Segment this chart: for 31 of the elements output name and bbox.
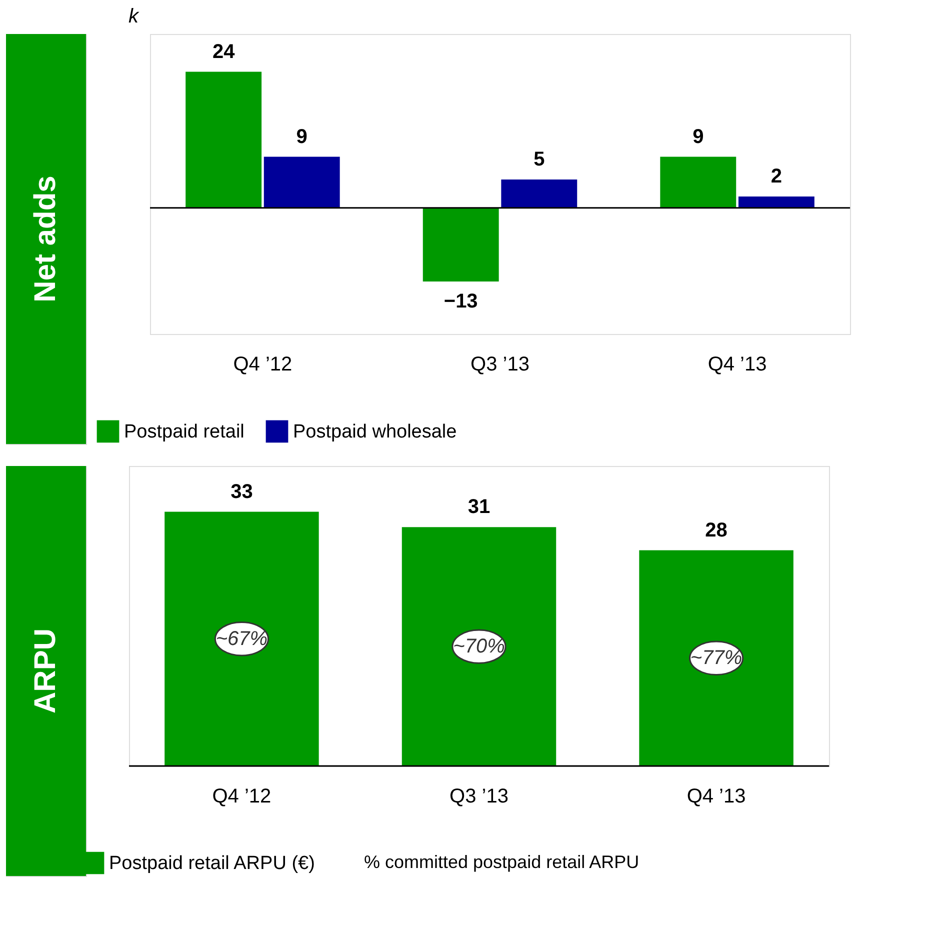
data-label: 24 xyxy=(212,40,236,63)
y-axis-title: k xyxy=(128,6,140,28)
data-label: 31 xyxy=(468,496,490,518)
data-label: 28 xyxy=(705,519,728,542)
data-label: 5 xyxy=(534,148,545,170)
data-label: −13 xyxy=(444,290,478,313)
annotation: ~70% xyxy=(453,636,505,658)
legend-label: Postpaid wholesale xyxy=(293,421,457,442)
bar xyxy=(264,156,340,208)
bar xyxy=(422,208,499,282)
x-tick-label: Q3 ’13 xyxy=(470,354,530,376)
x-tick-label: Q4 ’12 xyxy=(212,786,272,808)
x-tick-label: Q3 ’13 xyxy=(450,786,508,808)
text: ARPU xyxy=(29,628,62,714)
x-tick-label: Q4 ’13 xyxy=(686,786,746,808)
x-tick-label: Q4 ’12 xyxy=(233,354,292,376)
bar xyxy=(738,196,814,208)
bar xyxy=(186,72,262,208)
x-tick-label: Q4 ’13 xyxy=(708,354,767,376)
data-label: 2 xyxy=(770,166,782,188)
annotation: ~77% xyxy=(690,647,742,670)
text: % committed postpaid retail ARPU xyxy=(364,852,640,872)
data-label: 9 xyxy=(692,126,704,148)
legend-label: Postpaid retail ARPU (€) xyxy=(109,853,315,874)
bar xyxy=(660,156,736,208)
bar xyxy=(501,179,578,208)
data-label: 33 xyxy=(230,480,253,503)
annotation: ~67% xyxy=(216,628,268,650)
legend-label: Postpaid retail xyxy=(124,421,244,442)
text: Net adds xyxy=(29,176,62,302)
data-label: 9 xyxy=(296,126,308,148)
